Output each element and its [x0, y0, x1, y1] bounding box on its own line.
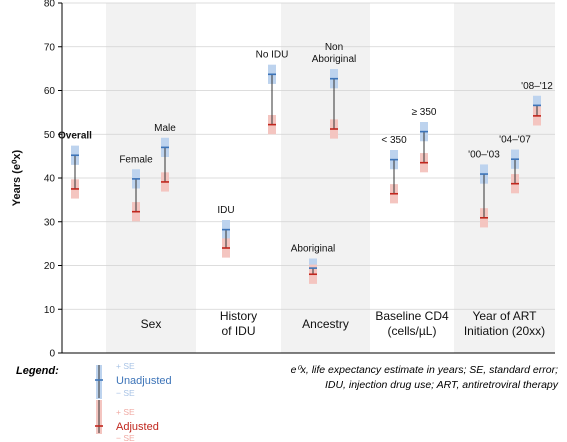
- footnote: e⁰x, life expectancy estimate in years; …: [228, 363, 558, 393]
- legend-unadjusted-label: Unadjusted: [116, 375, 172, 387]
- group-label: History: [220, 309, 257, 323]
- y-tick-label: 40: [44, 174, 56, 185]
- y-tick-label: 80: [44, 0, 56, 10]
- legend-adjusted-label: Adjusted: [116, 421, 159, 433]
- y-tick-label: 20: [44, 261, 56, 272]
- y-tick-label: 50: [44, 130, 56, 141]
- point-label: IDU: [217, 205, 234, 216]
- point-label: No IDU: [256, 50, 289, 61]
- y-tick-label: 70: [44, 42, 56, 53]
- group-label: Year of ART: [472, 309, 537, 323]
- group-label: Baseline CD4: [375, 309, 449, 323]
- legend-adjusted-plus-se: + SE: [116, 407, 135, 417]
- group-label: Ancestry: [302, 317, 349, 331]
- point-label: '08–'12: [521, 81, 553, 92]
- point-label: Overall: [58, 131, 92, 142]
- footnote-line-2: IDU, injection drug use; ART, antiretrov…: [324, 379, 558, 392]
- point-label: Non: [325, 42, 343, 53]
- y-tick-label: 60: [44, 86, 56, 97]
- footnote-line-1: e⁰x, life expectancy estimate in years; …: [290, 364, 558, 376]
- y-tick-label: 10: [44, 305, 56, 316]
- point-label: ≥ 350: [412, 107, 437, 118]
- legend-adjusted-minus-se: − SE: [116, 433, 135, 442]
- group-label: of IDU: [221, 324, 255, 338]
- legend-unadjusted-minus-se: − SE: [116, 388, 135, 398]
- point-label: '00–'03: [468, 149, 500, 160]
- point-label: Female: [119, 154, 153, 165]
- group-label: Initiation (20xx): [464, 324, 545, 338]
- point-label: < 350: [381, 135, 407, 146]
- point-label: Aboriginal: [312, 54, 356, 65]
- group-label: Sex: [141, 317, 162, 331]
- y-tick-label: 30: [44, 217, 56, 228]
- y-axis-label: Years (e⁰x): [11, 149, 23, 206]
- point-label: '04–'07: [499, 135, 531, 146]
- legend-title: Legend:: [16, 365, 59, 377]
- point-label: Male: [154, 123, 176, 134]
- point-label: Aboriginal: [291, 244, 335, 255]
- y-tick-label: 0: [49, 349, 55, 360]
- group-label: (cells/µL): [388, 324, 437, 338]
- legend-unadjusted-plus-se: + SE: [116, 361, 135, 371]
